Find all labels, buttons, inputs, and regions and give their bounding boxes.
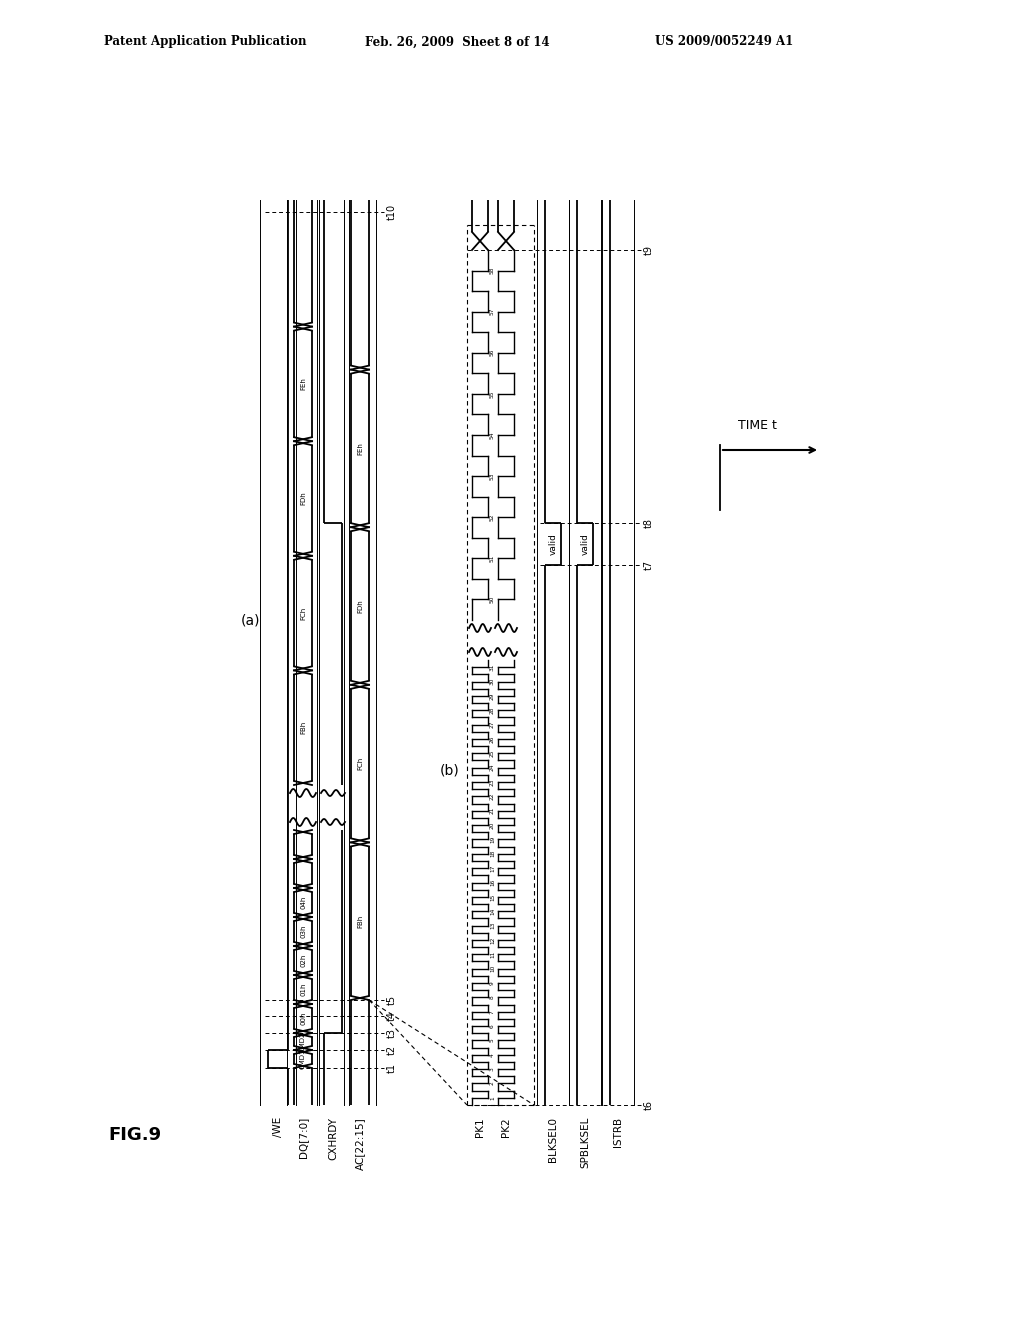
Text: valid: valid (549, 533, 557, 554)
Text: 14: 14 (490, 908, 495, 915)
Text: FBh: FBh (300, 721, 306, 734)
Text: 30: 30 (490, 677, 495, 685)
Text: 4: 4 (490, 1053, 495, 1056)
Text: 01h: 01h (300, 983, 306, 997)
Text: FDh: FDh (300, 491, 306, 506)
Text: FEh: FEh (300, 378, 306, 391)
Text: 10: 10 (490, 965, 495, 973)
Text: FIG.9: FIG.9 (108, 1126, 161, 1144)
Text: 8: 8 (490, 995, 495, 999)
Text: 04h: 04h (300, 896, 306, 909)
Text: 50: 50 (490, 595, 495, 603)
Text: 20: 20 (490, 821, 495, 829)
Text: 19: 19 (490, 836, 495, 843)
Text: 16: 16 (490, 879, 495, 886)
Text: 31: 31 (490, 664, 495, 671)
Text: (a): (a) (241, 612, 260, 627)
Text: FCh: FCh (357, 756, 362, 771)
Text: 57: 57 (490, 308, 495, 315)
Text: US 2009/0052249 A1: US 2009/0052249 A1 (655, 36, 794, 49)
Text: t6: t6 (644, 1100, 654, 1110)
Text: 9: 9 (490, 981, 495, 985)
Text: 02h: 02h (300, 954, 306, 968)
Text: t2: t2 (387, 1045, 397, 1055)
Text: (b): (b) (440, 763, 460, 777)
Text: DQ[7:0]: DQ[7:0] (298, 1117, 308, 1158)
Text: FBh: FBh (357, 915, 362, 928)
Text: 25: 25 (490, 750, 495, 758)
Text: 00h: 00h (300, 1011, 306, 1026)
Text: 03h: 03h (300, 925, 306, 939)
Text: CXHRDY: CXHRDY (328, 1117, 338, 1160)
Text: 11: 11 (490, 950, 495, 958)
Text: 21: 21 (490, 807, 495, 814)
Text: 53: 53 (490, 473, 495, 480)
Text: 17: 17 (490, 865, 495, 871)
Text: valid: valid (581, 533, 590, 554)
Text: Feb. 26, 2009  Sheet 8 of 14: Feb. 26, 2009 Sheet 8 of 14 (365, 36, 550, 49)
Text: 23: 23 (490, 779, 495, 785)
Text: t3: t3 (387, 1028, 397, 1038)
Text: CMD2: CMD2 (300, 1031, 306, 1052)
Text: t8: t8 (644, 517, 654, 528)
Text: FEh: FEh (357, 442, 362, 455)
Text: ISTRB: ISTRB (613, 1117, 623, 1147)
Text: PK2: PK2 (501, 1117, 511, 1137)
Text: 5: 5 (490, 1039, 495, 1043)
Text: /WE: /WE (273, 1117, 283, 1138)
Text: 22: 22 (490, 792, 495, 800)
Text: PK1: PK1 (475, 1117, 485, 1137)
Text: 29: 29 (490, 692, 495, 700)
Text: 56: 56 (490, 348, 495, 356)
Text: FCh: FCh (300, 606, 306, 619)
Text: SPBLKSEL: SPBLKSEL (580, 1117, 590, 1168)
Text: 52: 52 (490, 513, 495, 521)
Text: 18: 18 (490, 850, 495, 858)
Text: Patent Application Publication: Patent Application Publication (104, 36, 306, 49)
Text: CMD1: CMD1 (300, 1049, 306, 1069)
Text: 27: 27 (490, 721, 495, 729)
Text: 1: 1 (490, 1096, 495, 1100)
Text: t9: t9 (644, 246, 654, 255)
Text: AC[22:15]: AC[22:15] (355, 1117, 365, 1170)
Text: 12: 12 (490, 936, 495, 944)
Text: t10: t10 (387, 203, 397, 220)
Text: t4: t4 (387, 1011, 397, 1020)
Text: 58: 58 (490, 267, 495, 275)
Text: 7: 7 (490, 1010, 495, 1014)
Text: 55: 55 (490, 391, 495, 397)
Text: 54: 54 (490, 432, 495, 438)
Text: FDh: FDh (357, 599, 362, 612)
Text: 6: 6 (490, 1024, 495, 1028)
Text: TIME t: TIME t (737, 418, 776, 432)
Text: 26: 26 (490, 735, 495, 743)
Text: t5: t5 (387, 995, 397, 1005)
Text: 28: 28 (490, 706, 495, 714)
Text: 13: 13 (490, 921, 495, 929)
Text: t7: t7 (644, 560, 654, 570)
Text: 24: 24 (490, 764, 495, 771)
Text: 3: 3 (490, 1068, 495, 1071)
Text: 2: 2 (490, 1081, 495, 1085)
Text: BLKSEL0: BLKSEL0 (548, 1117, 558, 1162)
Text: 51: 51 (490, 554, 495, 562)
Text: 15: 15 (490, 894, 495, 900)
Text: t1: t1 (387, 1063, 397, 1073)
